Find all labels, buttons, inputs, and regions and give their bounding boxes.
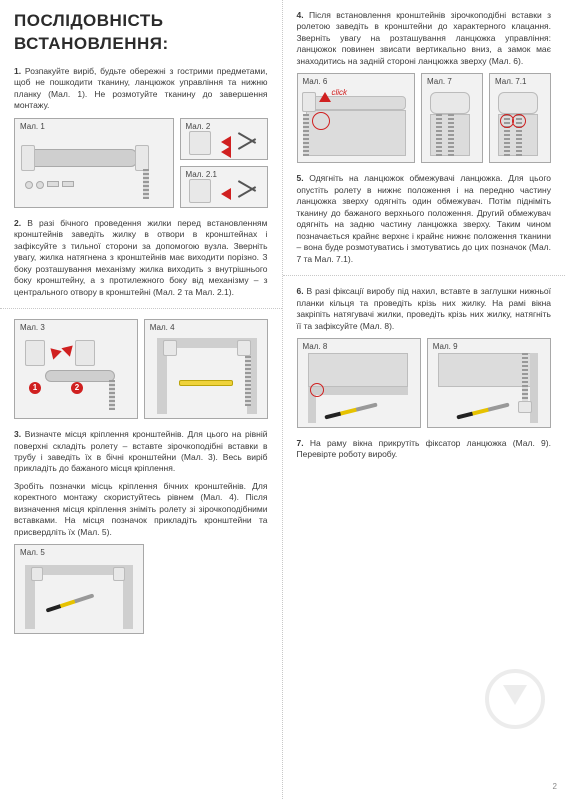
fig-row-2: Мал. 3 1 2 Мал. 4 [14, 319, 268, 419]
right-column: 4. Після встановлення кронштейнів зірочк… [283, 0, 565, 799]
figure-8-label: Мал. 8 [303, 342, 328, 353]
step-1-text: Розпакуйте виріб, будьте обережні з гост… [14, 66, 268, 110]
figure-6-label: Мал. 6 [303, 77, 328, 88]
figure-4: Мал. 4 [144, 319, 268, 419]
left-column: ПОСЛІДОВНІСТЬ ВСТАНОВЛЕННЯ: 1. Розпакуйт… [0, 0, 283, 799]
step-4-num: 4. [297, 10, 304, 20]
step-1-num: 1. [14, 66, 21, 76]
step-5-num: 5. [297, 173, 304, 183]
step-2-num: 2. [14, 218, 21, 228]
figure-1-label: Мал. 1 [20, 122, 45, 133]
step-6-num: 6. [297, 286, 304, 296]
badge-1: 1 [29, 382, 41, 394]
figure-7: Мал. 7 [421, 73, 483, 163]
figure-9: Мал. 9 [427, 338, 551, 428]
divider-right [283, 275, 565, 276]
fig-row-5: Мал. 8 Мал. 9 [297, 338, 552, 428]
page-number: 2 [553, 782, 557, 793]
figure-9-label: Мал. 9 [433, 342, 458, 353]
step-1: 1. Розпакуйте виріб, будьте обережні з г… [14, 66, 268, 112]
step-2-text: В разі бічного проведення жилки перед вс… [14, 218, 268, 297]
step-3b-text: Зробіть позначки місць кріплення бічних … [14, 481, 268, 537]
figure-3: Мал. 3 1 2 [14, 319, 138, 419]
figure-7-1: Мал. 7.1 [489, 73, 551, 163]
step-5: 5. Одягніть на ланцюжок обмежувачі ланцю… [297, 173, 552, 265]
figure-4-label: Мал. 4 [150, 323, 175, 334]
fig-row-3: Мал. 5 [14, 544, 268, 634]
fig-row-1: Мал. 1 Мал. 2 [14, 118, 268, 208]
figure-5-label: Мал. 5 [20, 548, 45, 559]
figure-5: Мал. 5 [14, 544, 144, 634]
figure-2-1-label: Мал. 2.1 [186, 170, 217, 181]
figure-6: Мал. 6 click [297, 73, 416, 163]
step-3-num: 3. [14, 429, 21, 439]
step-3a: 3. Визначте місця кріплення кронштейнів.… [14, 429, 268, 475]
badge-2: 2 [71, 382, 83, 394]
divider-left [0, 308, 282, 309]
figure-1: Мал. 1 [14, 118, 174, 208]
step-6-text: В разі фіксації виробу під нахил, вставт… [297, 286, 552, 330]
figure-7-label: Мал. 7 [427, 77, 452, 88]
figure-8: Мал. 8 [297, 338, 421, 428]
figure-2: Мал. 2 [180, 118, 268, 160]
step-5-text: Одягніть на ланцюжок обмежувачі ланцюжка… [297, 173, 552, 263]
fig-row-4: Мал. 6 click Мал. 7 Мал. 7.1 [297, 73, 552, 163]
watermark-icon [485, 669, 545, 729]
step-6: 6. В разі фіксації виробу під нахил, вст… [297, 286, 552, 332]
figure-2-1: Мал. 2.1 [180, 166, 268, 208]
click-label: click [332, 88, 348, 99]
step-7-num: 7. [297, 438, 304, 448]
step-2: 2. В разі бічного проведення жилки перед… [14, 218, 268, 298]
step-3b: Зробіть позначки місць кріплення бічних … [14, 481, 268, 538]
step-7-text: На раму вікна прикрутіть фіксатор ланцюж… [297, 438, 551, 459]
figure-2-label: Мал. 2 [186, 122, 211, 133]
step-4-text: Після встановлення кронштейнів зірочкопо… [297, 10, 552, 66]
step-7: 7. На раму вікна прикрутіть фіксатор лан… [297, 438, 552, 461]
figure-7-1-label: Мал. 7.1 [495, 77, 526, 88]
figure-3-label: Мал. 3 [20, 323, 45, 334]
page-title: ПОСЛІДОВНІСТЬ ВСТАНОВЛЕННЯ: [14, 10, 268, 56]
step-4: 4. Після встановлення кронштейнів зірочк… [297, 10, 552, 67]
step-3a-text: Визначте місця кріплення кронштейнів. Дл… [14, 429, 268, 473]
